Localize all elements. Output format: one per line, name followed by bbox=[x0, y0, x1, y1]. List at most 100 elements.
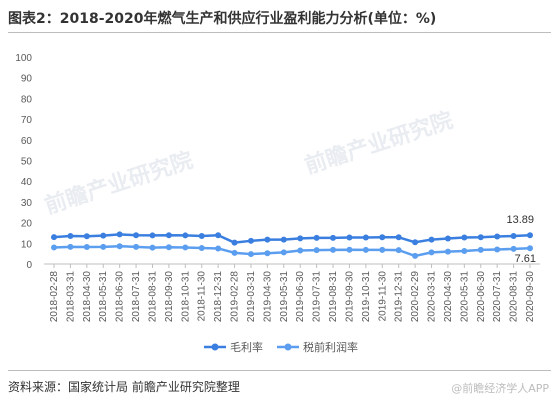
data-point bbox=[133, 243, 140, 250]
data-point bbox=[379, 234, 386, 241]
data-point bbox=[215, 232, 222, 239]
y-tick-label: 80 bbox=[21, 94, 33, 105]
data-point bbox=[231, 249, 238, 256]
data-point bbox=[51, 244, 57, 251]
data-point bbox=[149, 244, 156, 251]
x-tick-label: 2018-07-31 bbox=[131, 271, 142, 323]
title-divider bbox=[8, 32, 551, 33]
data-point bbox=[83, 244, 90, 251]
data-point bbox=[297, 247, 304, 254]
data-point bbox=[116, 243, 123, 250]
x-tick-label: 2019-08-31 bbox=[328, 271, 339, 323]
x-tick-label: 2019-03-31 bbox=[246, 271, 257, 323]
data-point bbox=[264, 250, 271, 257]
line-chart: 0 10 20 30 40 50 60 70 80 90 100 2018-02-28 2018-03-… bbox=[15, 53, 540, 354]
x-tick-label: 2018-11-30 bbox=[197, 271, 208, 322]
data-point bbox=[51, 234, 57, 241]
data-point bbox=[198, 245, 205, 252]
x-tick-label: 2020-09-30 bbox=[525, 271, 536, 323]
x-tick-label: 2019-05-31 bbox=[279, 271, 290, 323]
data-point bbox=[494, 246, 501, 253]
data-point bbox=[83, 233, 90, 240]
data-point bbox=[100, 243, 107, 250]
data-point bbox=[477, 234, 484, 241]
x-tick-label: 2018-10-31 bbox=[180, 271, 191, 323]
x-tick-label: 2020-07-31 bbox=[492, 271, 503, 323]
x-tick-label: 2018-12-31 bbox=[213, 271, 224, 323]
legend-swatch-marker bbox=[284, 343, 292, 351]
x-tick-label: 2019-07-31 bbox=[312, 271, 323, 323]
x-tick-label: 2018-05-31 bbox=[98, 271, 109, 323]
x-tick-label: 2019-06-30 bbox=[295, 271, 306, 323]
data-point bbox=[362, 246, 369, 253]
data-point bbox=[313, 247, 320, 254]
y-tick-label: 20 bbox=[21, 219, 33, 230]
x-tick-label: 2019-10-31 bbox=[361, 271, 372, 323]
y-tick-label: 70 bbox=[21, 115, 33, 126]
data-point bbox=[395, 247, 402, 254]
x-tick-label: 2019-09-30 bbox=[344, 271, 355, 323]
data-point bbox=[116, 231, 123, 238]
data-point bbox=[67, 233, 74, 240]
data-point bbox=[247, 237, 254, 244]
data-point bbox=[198, 233, 205, 240]
y-tick-label: 30 bbox=[21, 198, 33, 209]
source-divider bbox=[8, 370, 551, 371]
data-point bbox=[444, 235, 451, 242]
x-tick-label: 2019-02-28 bbox=[230, 271, 241, 323]
data-point bbox=[444, 248, 451, 255]
x-tick-label: 2018-04-30 bbox=[82, 271, 93, 323]
data-point bbox=[264, 236, 271, 243]
data-point bbox=[182, 232, 189, 239]
data-point bbox=[247, 251, 254, 258]
data-point bbox=[412, 252, 419, 259]
x-tick-label: 2019-04-30 bbox=[262, 271, 273, 323]
x-tick-label: 2018-02-28 bbox=[49, 271, 60, 323]
data-point bbox=[510, 245, 517, 252]
data-point bbox=[346, 234, 353, 241]
data-point bbox=[477, 246, 484, 253]
x-tick-label: 2020-06-30 bbox=[476, 271, 487, 323]
data-point bbox=[165, 232, 172, 239]
x-tick-label: 2020-02-29 bbox=[410, 271, 421, 323]
x-tick-label: 2018-06-30 bbox=[115, 271, 126, 323]
data-point bbox=[527, 245, 533, 252]
app-watermark: @前瞻经济学人APP bbox=[451, 382, 549, 395]
data-label-end-series1: 13.89 bbox=[506, 214, 534, 226]
x-tick-label: 2020-05-31 bbox=[459, 271, 470, 323]
data-point bbox=[428, 236, 435, 243]
data-point bbox=[231, 239, 238, 246]
data-point bbox=[412, 239, 419, 246]
data-point bbox=[149, 232, 156, 239]
y-tick-label: 60 bbox=[21, 136, 33, 147]
data-point bbox=[527, 232, 533, 239]
legend-label: 毛利率 bbox=[230, 340, 263, 354]
x-tick-label: 2020-08-31 bbox=[509, 271, 520, 323]
x-tick-label: 2020-04-30 bbox=[443, 271, 454, 323]
data-point bbox=[182, 244, 189, 251]
x-tick-label: 2020-03-31 bbox=[427, 271, 438, 323]
source-note: 资料来源：国家统计局 前瞻产业研究院整理 bbox=[8, 380, 240, 394]
data-point bbox=[461, 247, 468, 254]
y-tick-label: 0 bbox=[26, 260, 32, 271]
data-point bbox=[330, 234, 337, 241]
data-point bbox=[510, 233, 517, 240]
data-point bbox=[362, 234, 369, 241]
x-tick-label: 2018-09-30 bbox=[164, 271, 175, 323]
y-tick-label: 50 bbox=[21, 157, 33, 168]
data-label-end-series2: 7.61 bbox=[515, 253, 536, 265]
series-line-2 bbox=[53, 244, 531, 258]
chart-title: 图表2：2018-2020年燃气生产和供应行业盈利能力分析(单位：%) bbox=[8, 11, 437, 27]
data-point bbox=[428, 249, 435, 256]
data-point bbox=[280, 236, 287, 243]
series-line-1 bbox=[53, 233, 531, 244]
data-point bbox=[165, 244, 172, 251]
legend-label: 税前利润率 bbox=[303, 340, 358, 354]
data-point bbox=[100, 232, 107, 239]
x-tick-label: 2019-12-31 bbox=[394, 271, 405, 323]
data-point bbox=[313, 234, 320, 241]
y-tick-label: 40 bbox=[21, 177, 33, 188]
x-tick-label: 2019-11-30 bbox=[377, 271, 388, 322]
data-point bbox=[297, 235, 304, 242]
y-tick-label: 90 bbox=[21, 74, 33, 85]
